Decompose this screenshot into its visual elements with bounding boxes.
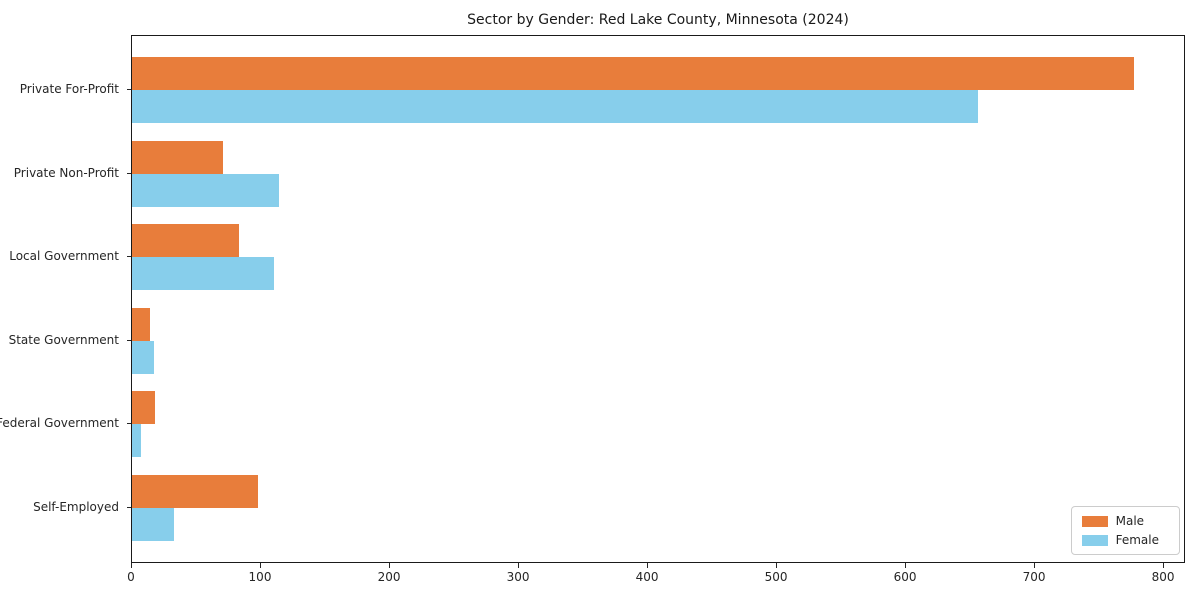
y-tick-label: Self-Employed bbox=[33, 500, 119, 514]
legend-item-female: Female bbox=[1081, 533, 1169, 547]
bar-male-state-government bbox=[132, 307, 151, 341]
bar-female-state-government bbox=[132, 340, 154, 374]
y-tick-mark bbox=[127, 172, 131, 174]
bar-male-local-government bbox=[132, 224, 239, 258]
x-tick-label: 700 bbox=[1022, 570, 1046, 584]
bar-male-private-non-profit bbox=[132, 140, 224, 174]
bar-group bbox=[132, 57, 1184, 123]
y-tick-label: Federal Government bbox=[0, 416, 119, 431]
plot-area bbox=[131, 35, 1185, 563]
chart-title: Sector by Gender: Red Lake County, Minne… bbox=[467, 12, 849, 28]
legend: Male Female bbox=[1070, 506, 1180, 555]
x-tick-mark bbox=[1163, 563, 1165, 568]
y-tick-label: State Government bbox=[8, 332, 119, 347]
x-tick-label: 400 bbox=[635, 570, 659, 584]
bar-group bbox=[132, 391, 1184, 458]
x-tick-label: 100 bbox=[248, 570, 272, 584]
bar-male-self-employed bbox=[132, 475, 259, 508]
x-tick-label: 500 bbox=[764, 570, 788, 584]
x-tick-mark bbox=[131, 563, 132, 568]
bar-female-private-for-profit bbox=[132, 90, 978, 123]
bar-group bbox=[132, 475, 1184, 541]
x-tick-label: 0 bbox=[127, 570, 135, 584]
x-tick-label: 600 bbox=[893, 570, 917, 584]
bar-male-private-for-profit bbox=[132, 57, 1134, 90]
x-tick-mark bbox=[260, 563, 261, 568]
x-tick-mark bbox=[776, 563, 778, 568]
x-tick-label: 200 bbox=[377, 570, 401, 584]
y-tick-label: Local Government bbox=[9, 249, 119, 264]
y-tick-mark bbox=[127, 507, 131, 508]
legend-item-male: Male bbox=[1081, 514, 1169, 528]
legend-swatch-female bbox=[1081, 534, 1108, 546]
y-tick-label: Private For-Profit bbox=[19, 82, 119, 96]
legend-label: Female bbox=[1115, 533, 1159, 547]
bar-group bbox=[132, 307, 1184, 374]
x-tick-mark bbox=[647, 563, 649, 568]
x-tick-mark bbox=[905, 563, 907, 568]
bar-group bbox=[132, 140, 1184, 207]
y-tick-label: Private Non-Profit bbox=[13, 165, 119, 180]
x-tick-mark bbox=[518, 563, 520, 568]
y-tick-mark bbox=[127, 339, 131, 341]
x-tick-mark bbox=[389, 563, 391, 568]
bar-male-federal-government bbox=[132, 391, 156, 425]
x-tick-label: 800 bbox=[1151, 570, 1175, 584]
y-tick-mark bbox=[127, 256, 131, 258]
x-tick-label: 300 bbox=[506, 570, 530, 584]
bar-female-local-government bbox=[132, 257, 274, 291]
bar-group bbox=[132, 224, 1184, 291]
y-tick-mark bbox=[127, 423, 131, 425]
legend-label: Male bbox=[1115, 514, 1145, 528]
bar-female-federal-government bbox=[132, 424, 141, 458]
x-tick-mark bbox=[1034, 563, 1036, 568]
legend-swatch-male bbox=[1081, 515, 1108, 527]
y-tick-mark bbox=[127, 89, 131, 90]
bar-female-self-employed bbox=[132, 508, 175, 541]
bar-female-private-non-profit bbox=[132, 173, 279, 207]
